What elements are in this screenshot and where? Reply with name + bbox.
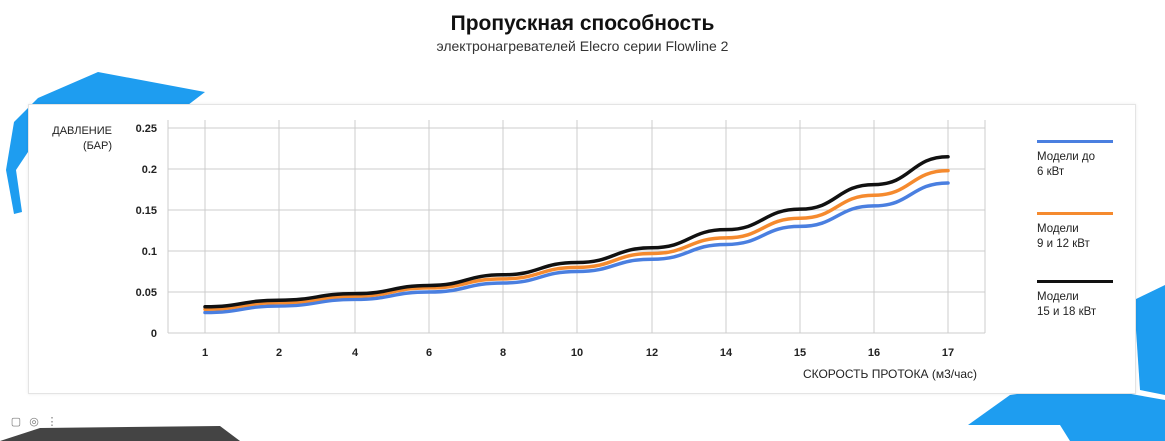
page-subtitle: электронагревателей Elecro серии Flowlin… (436, 38, 729, 54)
more-icon[interactable]: ⋮ (46, 415, 58, 428)
x-tick-label: 10 (571, 347, 583, 359)
legend-item: Модели 15 и 18 кВт (1037, 280, 1127, 320)
legend-label-line1: Модели (1037, 223, 1079, 235)
y-tick-label: 0.2 (142, 164, 157, 176)
y-axis-label: ДАВЛЕНИЕ (БАР) (34, 124, 112, 154)
chart-card (28, 104, 1136, 394)
legend-item: Модели 9 и 12 кВт (1037, 212, 1127, 252)
blue-splash-right (1134, 285, 1165, 395)
legend-item: Модели до 6 кВт (1037, 140, 1127, 180)
x-axis-label: СКОРОСТЬ ПРОТОКА (м3/час) (802, 367, 978, 381)
legend-label-line1: Модели до (1037, 151, 1096, 163)
legend-swatch (1037, 140, 1113, 143)
series-lines (203, 154, 950, 315)
bottom-shadow-bar (0, 426, 240, 441)
x-tick-label: 14 (720, 347, 733, 359)
series-line-1 (203, 181, 950, 315)
series-line-2 (203, 168, 950, 311)
y-tick-label: 0.1 (142, 246, 157, 258)
square-icon[interactable]: ▢ (10, 415, 22, 428)
legend-swatch (1037, 280, 1113, 283)
x-tick-label: 4 (352, 347, 359, 359)
x-tick-label: 2 (276, 347, 282, 359)
bottom-dark-strip (0, 426, 240, 441)
legend-label-line1: Модели (1037, 291, 1079, 303)
y-axis-label-line2: (БАР) (83, 140, 112, 152)
x-tick-label: 15 (794, 347, 806, 359)
x-tick-label: 6 (426, 347, 432, 359)
slide-toolbar: ▢ ◎ ⋮ (8, 413, 78, 429)
page-title: Пропускная способность (450, 12, 715, 35)
x-tick-label: 1 (202, 347, 208, 359)
legend-label: Модели 9 и 12 кВт (1037, 222, 1127, 252)
y-tick-label: 0.05 (136, 287, 157, 299)
legend-label: Модели до 6 кВт (1037, 150, 1127, 180)
y-axis-label-line1: ДАВЛЕНИЕ (52, 125, 112, 137)
x-tick-label: 8 (500, 347, 506, 359)
y-tick-label: 0 (151, 328, 157, 340)
y-tick-label: 0.15 (136, 205, 157, 217)
x-tick-labels: 1 2 4 6 8 10 12 14 15 16 17 (202, 347, 954, 359)
y-tick-label: 0.25 (136, 123, 157, 135)
y-tick-labels: 0 0.05 0.1 0.15 0.2 0.25 (136, 123, 157, 340)
legend-label-line2: 6 кВт (1037, 166, 1065, 178)
legend-label-line2: 15 и 18 кВт (1037, 306, 1097, 318)
x-tick-label: 16 (868, 347, 880, 359)
blue-splash-bottom (968, 385, 1165, 441)
legend-swatch (1037, 212, 1113, 215)
legend-label: Модели 15 и 18 кВт (1037, 290, 1127, 320)
x-tick-label: 12 (646, 347, 658, 359)
settings-icon[interactable]: ◎ (29, 415, 39, 428)
legend-label-line2: 9 и 12 кВт (1037, 238, 1090, 250)
series-line-3 (203, 154, 950, 309)
x-tick-label: 17 (942, 347, 954, 359)
